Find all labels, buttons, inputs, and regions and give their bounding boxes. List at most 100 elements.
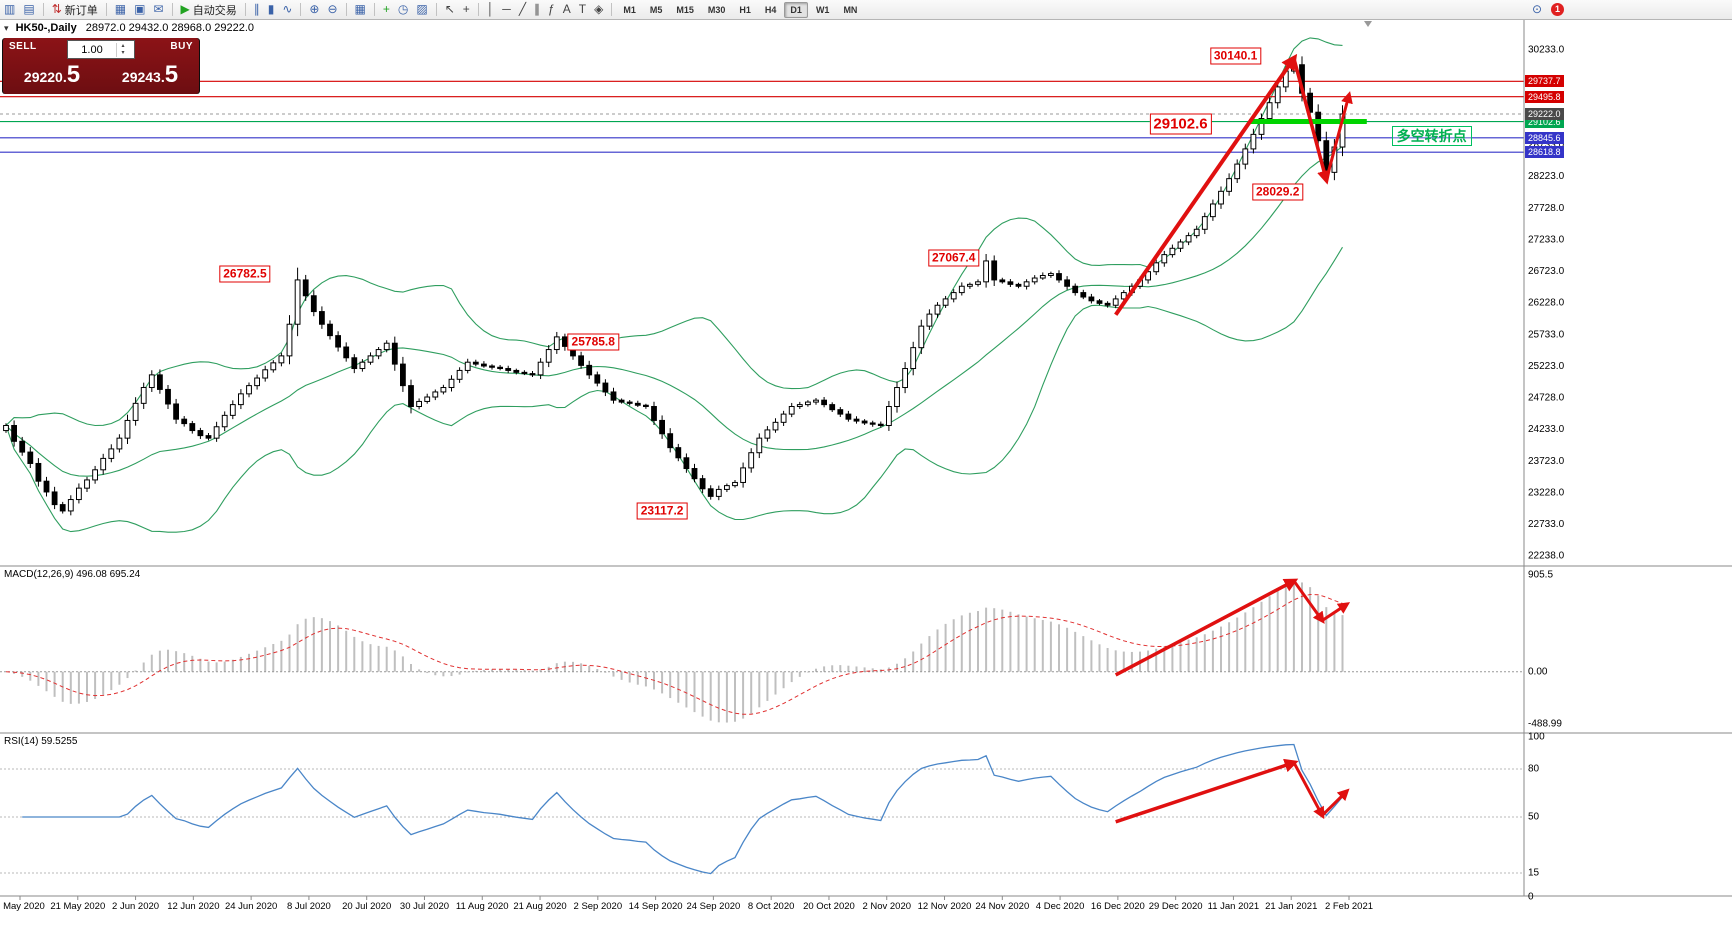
trend-arrows-macd[interactable] — [1114, 578, 1351, 677]
trend-arrows-main[interactable] — [1114, 53, 1353, 316]
volume-stepper: ▴ ▾ — [67, 40, 135, 59]
macd-label: MACD(12,26,9) 496.08 695.24 — [4, 569, 141, 580]
date-axis-label: 1 May 2020 — [0, 901, 45, 912]
channel-icon[interactable]: ∥ — [534, 2, 541, 16]
cursor-icon[interactable]: ↖ — [444, 2, 455, 16]
line-chart-icon[interactable]: ∿ — [282, 2, 293, 16]
text-icon[interactable]: A — [562, 2, 571, 16]
y-axis-label: 30233.0 — [1528, 45, 1565, 56]
market-watch-icon[interactable]: ▦ — [114, 2, 127, 16]
y-axis-label: 27233.0 — [1528, 234, 1565, 245]
date-axis-label: 14 Sep 2020 — [629, 901, 683, 912]
chart-profiles-icon[interactable]: ▤ — [23, 2, 35, 16]
horizontal-levels[interactable] — [0, 80, 1524, 153]
symbol-title: HK50-,Daily — [15, 22, 77, 34]
rsi-line — [22, 743, 1343, 875]
buy-price: 29243.5 — [121, 61, 179, 88]
new-order-button[interactable]: ⇅ 新订单 — [51, 2, 98, 17]
tile-windows-icon[interactable]: ▦ — [354, 2, 366, 16]
rsi-axis-label: 15 — [1528, 868, 1540, 879]
macd-axis-label: 905.5 — [1528, 570, 1553, 581]
y-axis-label: 25733.0 — [1528, 329, 1565, 340]
date-axis-label: 30 Jul 2020 — [400, 901, 449, 912]
volume-up-icon[interactable]: ▴ — [121, 42, 125, 49]
y-axis-label: 29233.0 — [1528, 108, 1565, 119]
date-axis-label: 21 Jan 2021 — [1265, 901, 1317, 912]
toolbar: ▥ ▤ ⇅ 新订单 ▦ ▣ ✉ ▶ 自动交易 ∥ ▮ ∿ ⊕ ⊖ ▦ + ◷ ▨ ↖ + │ ─ ╱ ∥ ƒ A T ◈ M1 M5 M15… — [0, 0, 1732, 20]
indicators-icon[interactable]: + — [382, 2, 390, 16]
macd-axis-label: 0.00 — [1528, 666, 1548, 677]
timeframe-h1[interactable]: H1 — [739, 4, 751, 15]
timeframe-d1[interactable]: D1 — [784, 1, 808, 18]
date-axis-label: 8 Oct 2020 — [748, 901, 794, 912]
date-axis-label: 4 Dec 2020 — [1036, 901, 1085, 912]
timeframe-m30[interactable]: M30 — [707, 4, 726, 15]
vertical-line-icon[interactable]: │ — [486, 2, 495, 16]
y-axis-label: 25223.0 — [1528, 361, 1565, 372]
y-axis-label: 24233.0 — [1528, 424, 1565, 435]
sell-price: 29220.5 — [23, 61, 81, 88]
date-axis-label: 20 Oct 2020 — [803, 901, 855, 912]
arrows-icon[interactable]: ◈ — [594, 2, 604, 16]
crosshair-icon[interactable]: + — [462, 2, 470, 16]
toolbar-separator — [373, 3, 375, 16]
toolbar-separator — [477, 3, 479, 16]
one-click-trade-panel: SELL 29220.5 BUY 29243.5 ▴ ▾ — [2, 38, 200, 94]
date-axis-label: 2 Sep 2020 — [574, 901, 623, 912]
bars-chart-icon[interactable]: ∥ — [253, 2, 260, 16]
symbol-info: ▾ HK50-,Daily 28972.0 29432.0 28968.0 29… — [4, 22, 254, 34]
timeframe-m15[interactable]: M15 — [676, 4, 694, 15]
label-icon[interactable]: T — [578, 2, 587, 16]
date-axis-label: 20 Jul 2020 — [342, 901, 391, 912]
rsi-axis-label: 50 — [1528, 812, 1540, 823]
date-axis-label: 2 Nov 2020 — [862, 901, 911, 912]
chart-shift-marker-icon[interactable] — [1364, 21, 1372, 27]
date-axis-label: 2 Feb 2021 — [1325, 901, 1373, 912]
zoom-out-icon[interactable]: ⊖ — [327, 2, 338, 16]
toolbar-separator — [345, 3, 347, 16]
collapse-one-click-icon[interactable]: ▾ — [4, 23, 9, 33]
y-axis-label: 29733.0 — [1528, 76, 1565, 87]
macd-axis-label: -488.99 — [1528, 719, 1562, 730]
trendline-icon[interactable]: ╱ — [518, 2, 527, 16]
y-axis-label: 22733.0 — [1528, 519, 1565, 530]
date-axis-label: 12 Nov 2020 — [918, 901, 972, 912]
zoom-in-icon[interactable]: ⊕ — [309, 2, 320, 16]
y-axis-label: 26723.0 — [1528, 266, 1565, 277]
autotrading-button[interactable]: ▶ 自动交易 — [180, 2, 237, 17]
templates-icon[interactable]: ▨ — [416, 2, 428, 16]
candlestick-chart-icon[interactable]: ▮ — [267, 2, 275, 16]
y-axis-label: 28733.0 — [1528, 140, 1565, 151]
date-axis-label: 21 Aug 2020 — [513, 901, 566, 912]
macd-signal-line — [5, 593, 1343, 715]
data-window-icon[interactable]: ▣ — [134, 2, 146, 16]
date-axis-label: 21 May 2020 — [50, 901, 105, 912]
toolbar-separator — [171, 3, 173, 16]
timeframe-mn[interactable]: MN — [843, 4, 858, 15]
search-icon[interactable]: ⊙ — [1531, 2, 1542, 16]
volume-input[interactable] — [68, 43, 116, 56]
y-axis-label: 23228.0 — [1528, 487, 1565, 498]
periods-icon[interactable]: ◷ — [397, 2, 409, 16]
terminal-icon[interactable]: ✉ — [153, 2, 164, 16]
timeframe-m1[interactable]: M1 — [623, 4, 636, 15]
sell-label: SELL — [9, 41, 37, 52]
new-chart-icon[interactable]: ▥ — [4, 2, 16, 16]
macd-histogram — [13, 580, 1344, 723]
ohlc-values: 28972.0 29432.0 28968.0 29222.0 — [85, 22, 255, 34]
date-axis-label: 24 Sep 2020 — [686, 901, 740, 912]
date-axis-label: 11 Jan 2021 — [1208, 901, 1260, 912]
timeframe-m5[interactable]: M5 — [649, 4, 663, 15]
timeframe-h4[interactable]: H4 — [764, 4, 777, 15]
date-axis-label: 8 Jul 2020 — [287, 901, 331, 912]
candles — [3, 56, 1346, 516]
trend-arrows-rsi[interactable] — [1115, 758, 1350, 824]
timeframe-w1[interactable]: W1 — [815, 4, 830, 15]
notification-badge[interactable]: 1 — [1551, 3, 1564, 16]
y-axis-label: 24728.0 — [1528, 393, 1565, 404]
horizontal-line-icon[interactable]: ─ — [502, 2, 511, 16]
fibonacci-icon[interactable]: ƒ — [548, 2, 555, 16]
toolbar-separator — [42, 3, 44, 16]
volume-down-icon[interactable]: ▾ — [121, 49, 125, 56]
